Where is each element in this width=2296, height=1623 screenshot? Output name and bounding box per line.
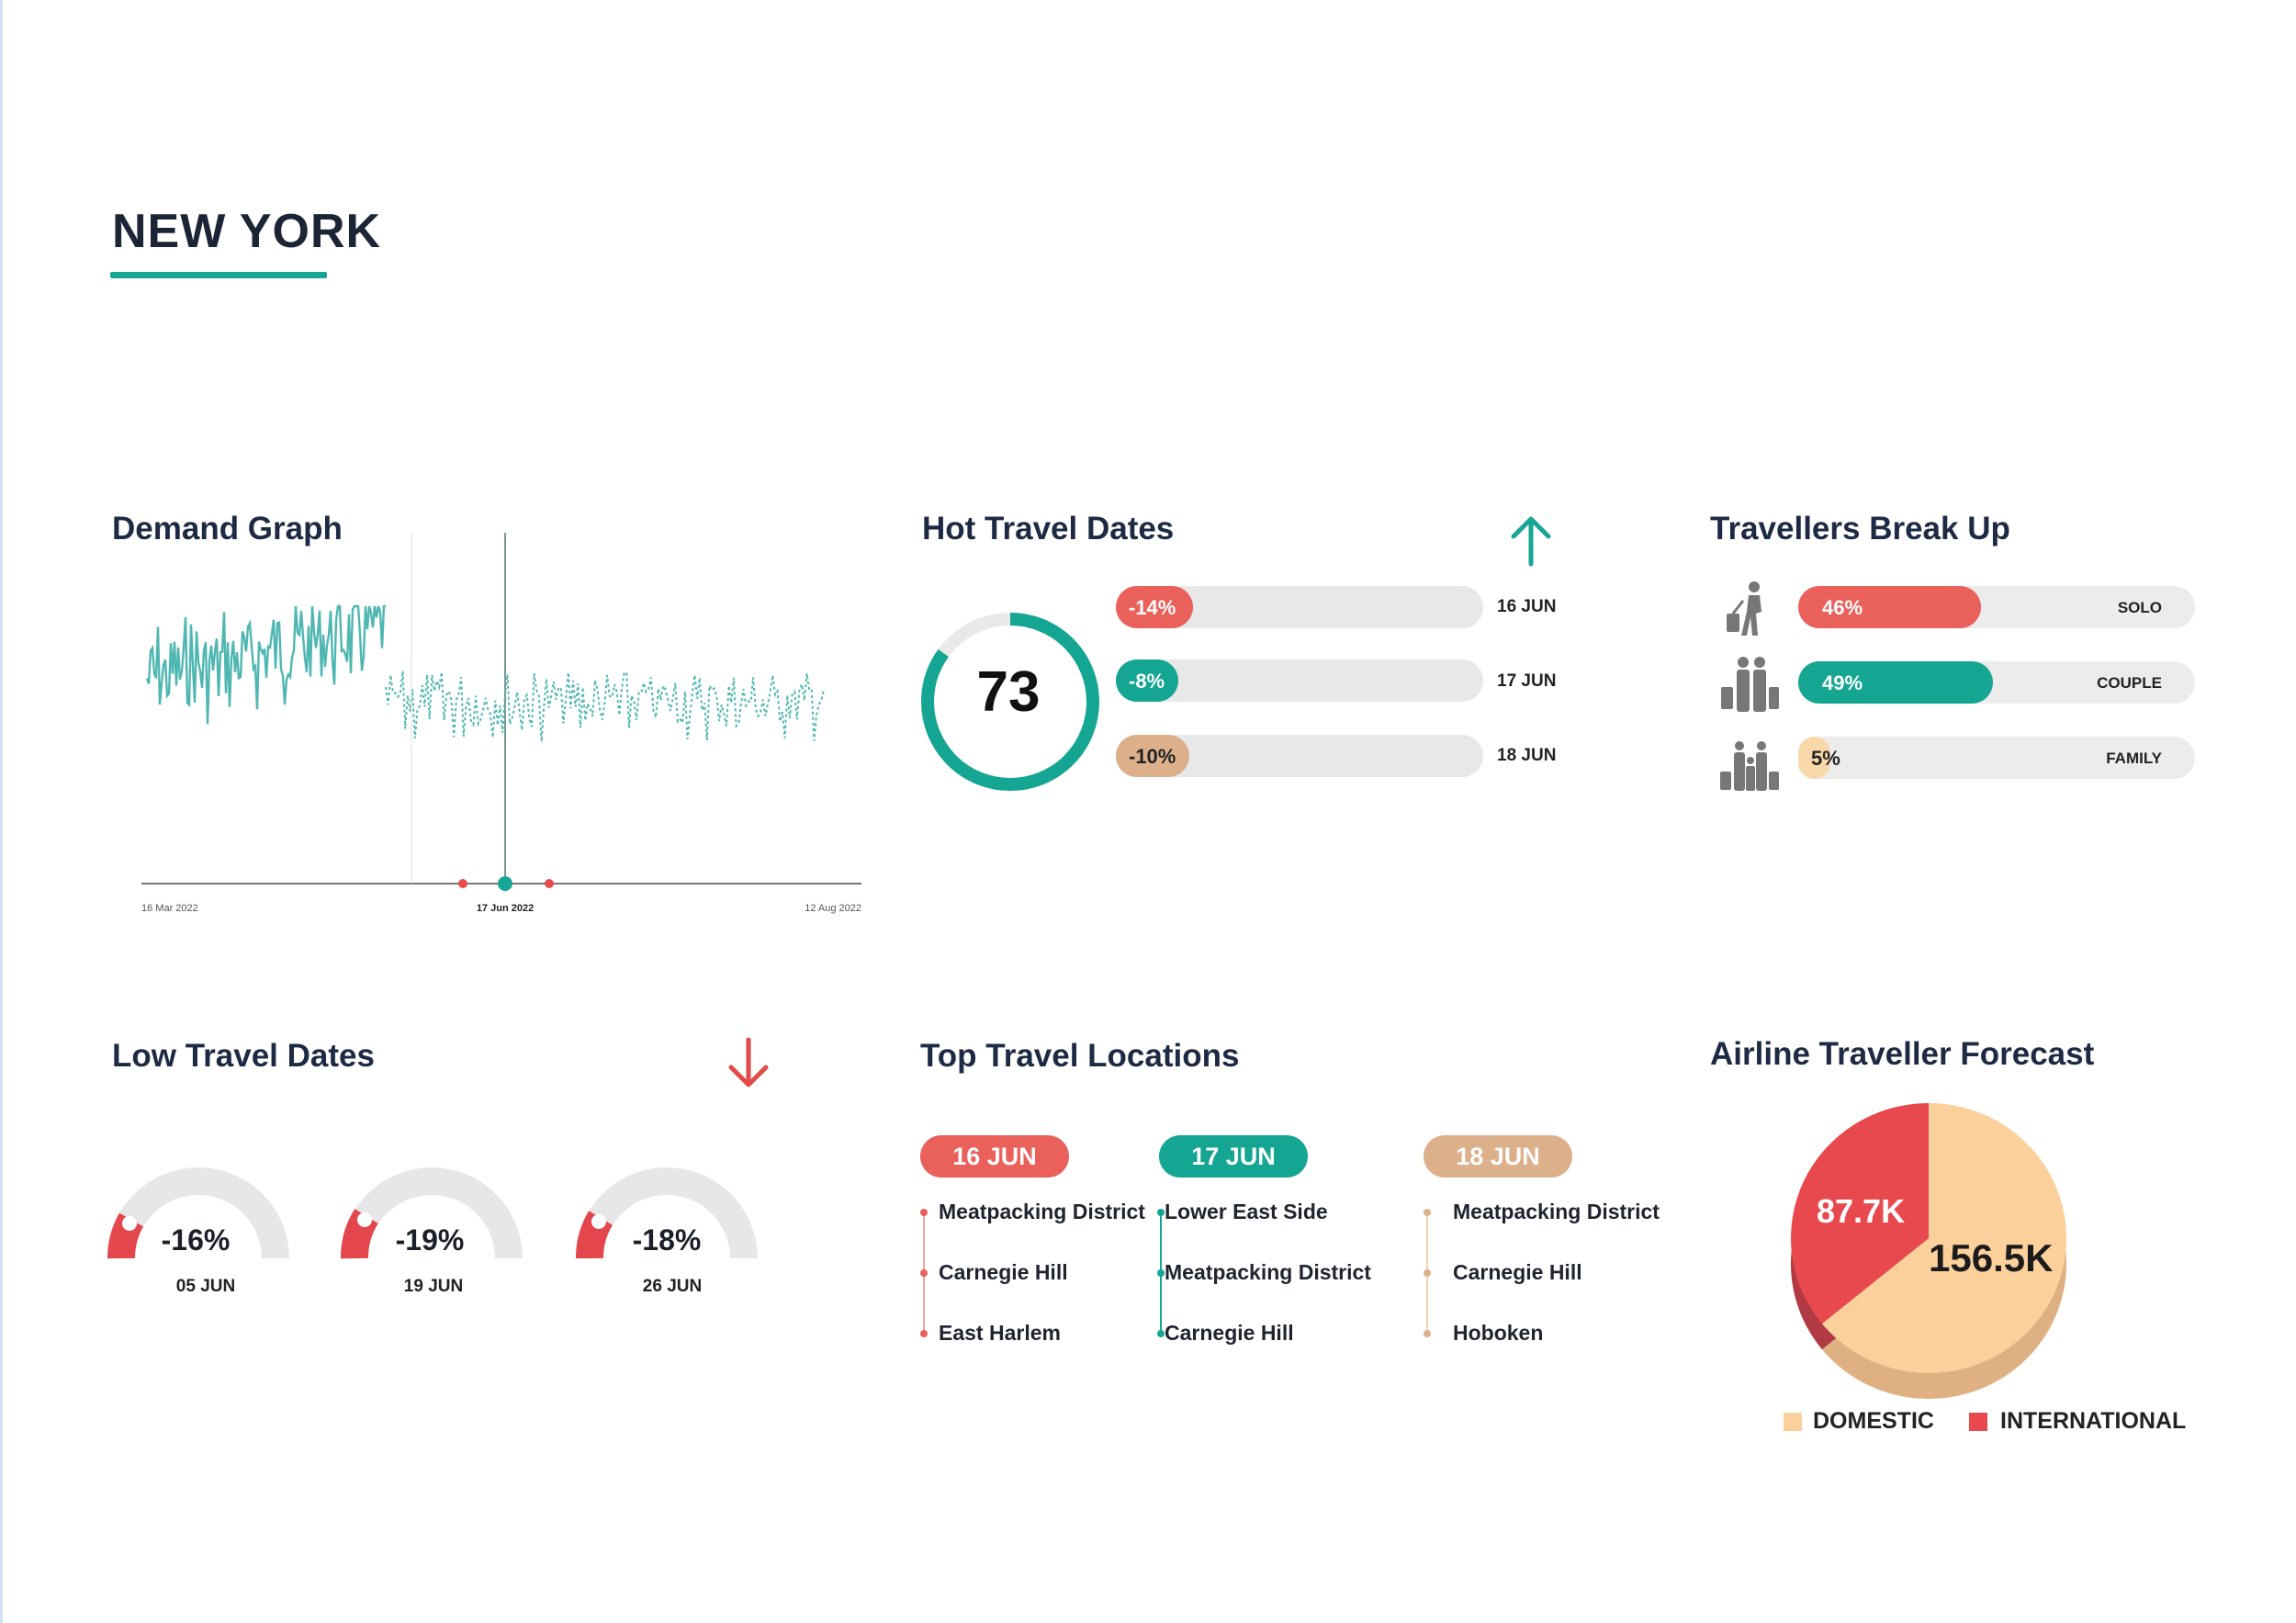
low-date-gauge — [576, 1167, 758, 1259]
legend-domestic-swatch — [1784, 1413, 1802, 1431]
traveller-pct: 49% — [1822, 671, 1863, 694]
traveller-bar: 46% — [1798, 586, 1981, 628]
range-start-dot — [458, 879, 467, 888]
demand-graph-title: Demand Graph — [112, 511, 343, 547]
location-item: Hoboken — [1453, 1321, 1544, 1345]
airline-forecast-title: Airline Traveller Forecast — [1710, 1036, 2095, 1072]
hot-date-bar: -8% — [1116, 659, 1178, 702]
location-dot — [920, 1209, 928, 1216]
hot-date-label: 18 JUN — [1497, 746, 1557, 765]
location-item: Carnegie Hill — [1165, 1321, 1294, 1345]
traveller-row[interactable]: 49% COUPLE — [1798, 661, 2195, 704]
top-locations-title: Top Travel Locations — [920, 1038, 1240, 1074]
low-date-label: 26 JUN — [642, 1277, 703, 1296]
airline-pie-chart[interactable] — [1773, 1100, 2085, 1413]
traveller-label: SOLO — [2117, 599, 2162, 616]
low-travel-dates-title: Low Travel Dates — [112, 1038, 375, 1074]
hot-score-value: 73 — [976, 660, 1041, 724]
location-item: Meatpacking District — [1165, 1260, 1371, 1284]
hot-date-label: 16 JUN — [1497, 597, 1557, 616]
hot-date-pct: -10% — [1129, 745, 1176, 768]
selected-date-dot — [498, 876, 512, 891]
hot-date-bar: -14% — [1116, 586, 1193, 628]
low-date-pct: -19% — [395, 1223, 465, 1257]
low-date-gauge — [341, 1167, 523, 1259]
graph-selected-date: 17 Jun 2022 — [477, 903, 534, 914]
low-date-pct: -18% — [632, 1223, 702, 1257]
traveller-label: FAMILY — [2106, 750, 2162, 767]
hot-travel-dates-title: Hot Travel Dates — [922, 511, 1175, 547]
traveller-label: COUPLE — [2097, 674, 2162, 692]
traveller-pct: 46% — [1822, 596, 1863, 619]
pie-slice-international — [1791, 1103, 1929, 1324]
hot-date-label: 17 JUN — [1497, 671, 1557, 691]
arrow-up-icon — [1511, 516, 1551, 567]
page-title: NEW YORK — [112, 205, 382, 258]
location-dot — [1424, 1330, 1431, 1337]
couple-travellers-icon — [1721, 657, 1779, 712]
hot-date-pct: -14% — [1129, 596, 1176, 619]
traveller-bar: 49% — [1798, 661, 1993, 704]
location-date-pill[interactable]: 18 JUN — [1424, 1135, 1572, 1178]
hot-date-row[interactable]: -14% — [1116, 586, 1483, 628]
graph-start-date: 16 Mar 2022 — [141, 903, 198, 914]
low-date-label: 05 JUN — [175, 1277, 236, 1296]
hot-date-pct: -8% — [1129, 670, 1165, 693]
location-dot — [920, 1330, 928, 1337]
traveller-pct: 5% — [1811, 747, 1840, 770]
location-dot — [920, 1269, 928, 1277]
international-value: 87.7K — [1817, 1192, 1906, 1230]
domestic-value: 156.5K — [1929, 1236, 2054, 1279]
range-end-dot — [545, 879, 554, 888]
page-edge — [0, 0, 3, 1623]
hot-date-row[interactable]: -8% — [1116, 659, 1483, 702]
location-dot — [1157, 1209, 1165, 1216]
travellers-title: Travellers Break Up — [1710, 511, 2010, 547]
traveller-bar: 5% — [1798, 737, 1840, 779]
hot-date-row[interactable]: -10% — [1116, 735, 1483, 777]
location-item: Meatpacking District — [1453, 1200, 1660, 1223]
demand-history-line — [145, 604, 386, 725]
location-item: Lower East Side — [1165, 1200, 1328, 1223]
low-date-label: 19 JUN — [403, 1277, 464, 1296]
location-item: Carnegie Hill — [939, 1260, 1068, 1284]
traveller-row[interactable]: 5% FAMILY — [1798, 737, 2195, 779]
location-item: East Harlem — [939, 1321, 1061, 1345]
location-dot — [1157, 1330, 1165, 1337]
arrow-down-icon — [728, 1037, 769, 1088]
demand-forecast-line — [385, 670, 825, 742]
location-dot — [1157, 1269, 1165, 1277]
pie-slice-domestic — [1821, 1103, 2066, 1373]
low-date-pct: -16% — [161, 1223, 231, 1257]
graph-end-date: 12 Aug 2022 — [805, 903, 861, 914]
location-date-pill[interactable]: 16 JUN — [920, 1135, 1069, 1178]
family-travellers-icon — [1720, 741, 1779, 791]
legend-international-label: INTERNATIONAL — [2000, 1408, 2187, 1434]
legend-international-swatch — [1969, 1413, 1987, 1431]
title-underline — [110, 272, 327, 278]
hot-date-bar: -10% — [1116, 735, 1189, 777]
location-dot — [1424, 1209, 1431, 1216]
location-date-pill[interactable]: 17 JUN — [1159, 1135, 1308, 1178]
low-date-gauge — [107, 1167, 289, 1259]
hot-score-ring — [921, 613, 1099, 791]
solo-traveller-icon — [1727, 581, 1761, 636]
traveller-row[interactable]: 46% SOLO — [1798, 586, 2195, 628]
location-dot — [1424, 1269, 1431, 1277]
demand-graph-chart[interactable]: 16 Mar 2022 17 Jun 2022 12 Aug 2022 — [129, 514, 882, 928]
location-item: Meatpacking District — [939, 1200, 1145, 1223]
legend-domestic-label: DOMESTIC — [1813, 1408, 1934, 1434]
location-item: Carnegie Hill — [1453, 1260, 1582, 1284]
